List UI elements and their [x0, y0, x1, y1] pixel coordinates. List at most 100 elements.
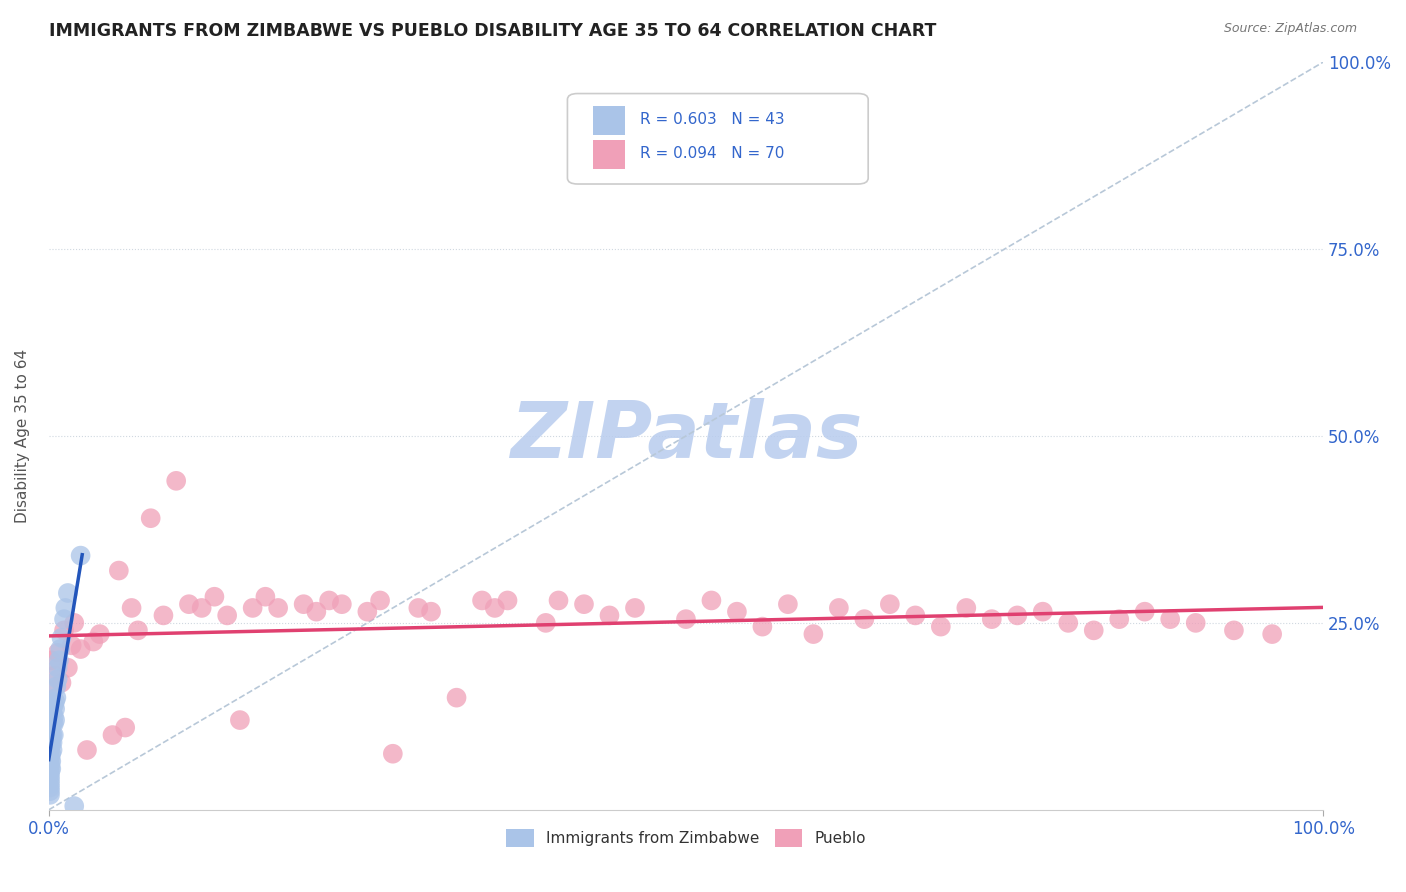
Point — [46, 646, 69, 660]
Point — [89, 627, 111, 641]
Point — [725, 605, 748, 619]
Point — [41, 728, 63, 742]
Point — [1007, 608, 1029, 623]
Point — [1108, 612, 1130, 626]
Point — [114, 721, 136, 735]
Point — [39, 772, 62, 787]
Point — [39, 788, 62, 802]
Text: R = 0.094   N = 70: R = 0.094 N = 70 — [640, 146, 785, 161]
Point — [127, 624, 149, 638]
Point — [108, 564, 131, 578]
Point — [39, 784, 62, 798]
Point — [318, 593, 340, 607]
Point — [121, 601, 143, 615]
Point — [292, 597, 315, 611]
Point — [853, 612, 876, 626]
Point — [56, 661, 79, 675]
Point — [217, 608, 239, 623]
Point — [1184, 615, 1206, 630]
Point — [598, 608, 620, 623]
Point — [1261, 627, 1284, 641]
Point — [534, 615, 557, 630]
Point — [484, 601, 506, 615]
Point — [53, 612, 76, 626]
Point — [381, 747, 404, 761]
Point — [204, 590, 226, 604]
Point — [675, 612, 697, 626]
Point — [56, 586, 79, 600]
Point — [39, 762, 62, 776]
Point — [53, 601, 76, 615]
Point — [572, 597, 595, 611]
Point — [254, 590, 277, 604]
Point — [980, 612, 1002, 626]
Point — [1057, 615, 1080, 630]
Point — [828, 601, 851, 615]
Text: IMMIGRANTS FROM ZIMBABWE VS PUEBLO DISABILITY AGE 35 TO 64 CORRELATION CHART: IMMIGRANTS FROM ZIMBABWE VS PUEBLO DISAB… — [49, 22, 936, 40]
Point — [929, 619, 952, 633]
Point — [46, 672, 69, 686]
Point — [45, 690, 67, 705]
Point — [48, 653, 70, 667]
Point — [356, 605, 378, 619]
Point — [446, 690, 468, 705]
Point — [177, 597, 200, 611]
Point — [39, 743, 62, 757]
Point — [547, 593, 569, 607]
Point — [41, 735, 63, 749]
Point — [700, 593, 723, 607]
Point — [190, 601, 212, 615]
Point — [63, 615, 86, 630]
Text: ZIPatlas: ZIPatlas — [510, 398, 862, 474]
Point — [39, 758, 62, 772]
Point — [39, 716, 62, 731]
Point — [1223, 624, 1246, 638]
Text: Source: ZipAtlas.com: Source: ZipAtlas.com — [1223, 22, 1357, 36]
Point — [955, 601, 977, 615]
Point — [63, 799, 86, 814]
Point — [904, 608, 927, 623]
Point — [496, 593, 519, 607]
Point — [60, 638, 83, 652]
Bar — [593, 106, 624, 135]
Point — [471, 593, 494, 607]
Point — [51, 631, 73, 645]
Point — [139, 511, 162, 525]
Point — [305, 605, 328, 619]
Point — [42, 728, 65, 742]
Point — [39, 777, 62, 791]
Point — [101, 728, 124, 742]
Point — [165, 474, 187, 488]
Point — [69, 642, 91, 657]
Point — [751, 619, 773, 633]
Point — [82, 634, 104, 648]
Point — [53, 624, 76, 638]
Point — [44, 713, 66, 727]
Bar — [593, 140, 624, 169]
Point — [41, 683, 63, 698]
Point — [44, 694, 66, 708]
Point — [39, 750, 62, 764]
Point — [267, 601, 290, 615]
Point — [1032, 605, 1054, 619]
Point — [44, 668, 66, 682]
Point — [39, 747, 62, 761]
Point — [41, 743, 63, 757]
Text: R = 0.603   N = 43: R = 0.603 N = 43 — [640, 112, 785, 128]
Point — [152, 608, 174, 623]
Point — [1133, 605, 1156, 619]
Point — [39, 735, 62, 749]
Point — [803, 627, 825, 641]
Point — [41, 716, 63, 731]
Point — [39, 709, 62, 723]
Point — [39, 754, 62, 768]
Point — [49, 642, 72, 657]
Point — [408, 601, 430, 615]
Point — [51, 675, 73, 690]
Point — [41, 706, 63, 720]
Point — [39, 728, 62, 742]
Point — [879, 597, 901, 611]
Y-axis label: Disability Age 35 to 64: Disability Age 35 to 64 — [15, 349, 30, 523]
Point — [330, 597, 353, 611]
Point — [39, 653, 62, 667]
